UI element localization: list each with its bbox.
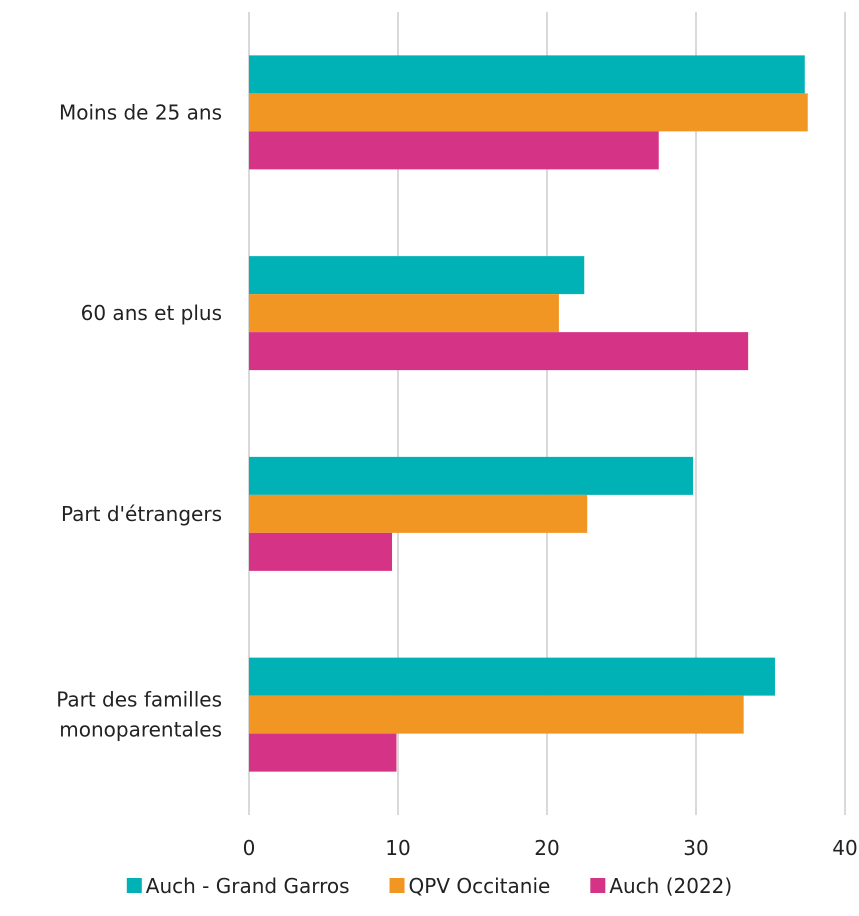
x-tick-label: 40 xyxy=(832,836,857,860)
legend-item: QPV Occitanie xyxy=(389,874,551,898)
x-tick-label: 10 xyxy=(385,836,410,860)
legend-swatch xyxy=(126,878,142,893)
x-tick-label: 30 xyxy=(683,836,708,860)
bar xyxy=(249,733,397,772)
bar xyxy=(249,657,775,696)
bar xyxy=(249,494,588,533)
category-label: Part des familles xyxy=(56,688,222,712)
bar xyxy=(249,332,749,371)
legend-swatch xyxy=(389,878,405,893)
x-tick-label: 20 xyxy=(534,836,559,860)
category-label: monoparentales xyxy=(59,718,222,742)
category-label: Part d'étrangers xyxy=(61,502,222,526)
bar xyxy=(249,55,805,94)
bar xyxy=(249,456,694,495)
bar xyxy=(249,532,393,571)
legend-label: Auch - Grand Garros xyxy=(146,874,350,898)
bar xyxy=(249,695,744,734)
category-label: Moins de 25 ans xyxy=(59,100,222,124)
bar xyxy=(249,256,585,295)
bar xyxy=(249,294,559,333)
bar xyxy=(249,93,808,132)
legend-label: Auch (2022) xyxy=(609,874,732,898)
x-tick-label: 0 xyxy=(243,836,256,860)
x-axis-tick-labels: 0 10 20 30 40 xyxy=(243,836,858,860)
bar xyxy=(249,131,659,170)
legend-label: QPV Occitanie xyxy=(409,874,551,898)
legend-swatch xyxy=(590,878,606,893)
category-label: 60 ans et plus xyxy=(81,301,222,325)
legend: Auch - Grand Garros QPV Occitanie Auch (20… xyxy=(126,874,732,898)
legend-item: Auch - Grand Garros xyxy=(126,874,350,898)
legend-item: Auch (2022) xyxy=(590,874,732,898)
bars xyxy=(249,55,808,772)
category-labels: Moins de 25 ans 60 ans et plus Part d'étra… xyxy=(56,100,222,741)
